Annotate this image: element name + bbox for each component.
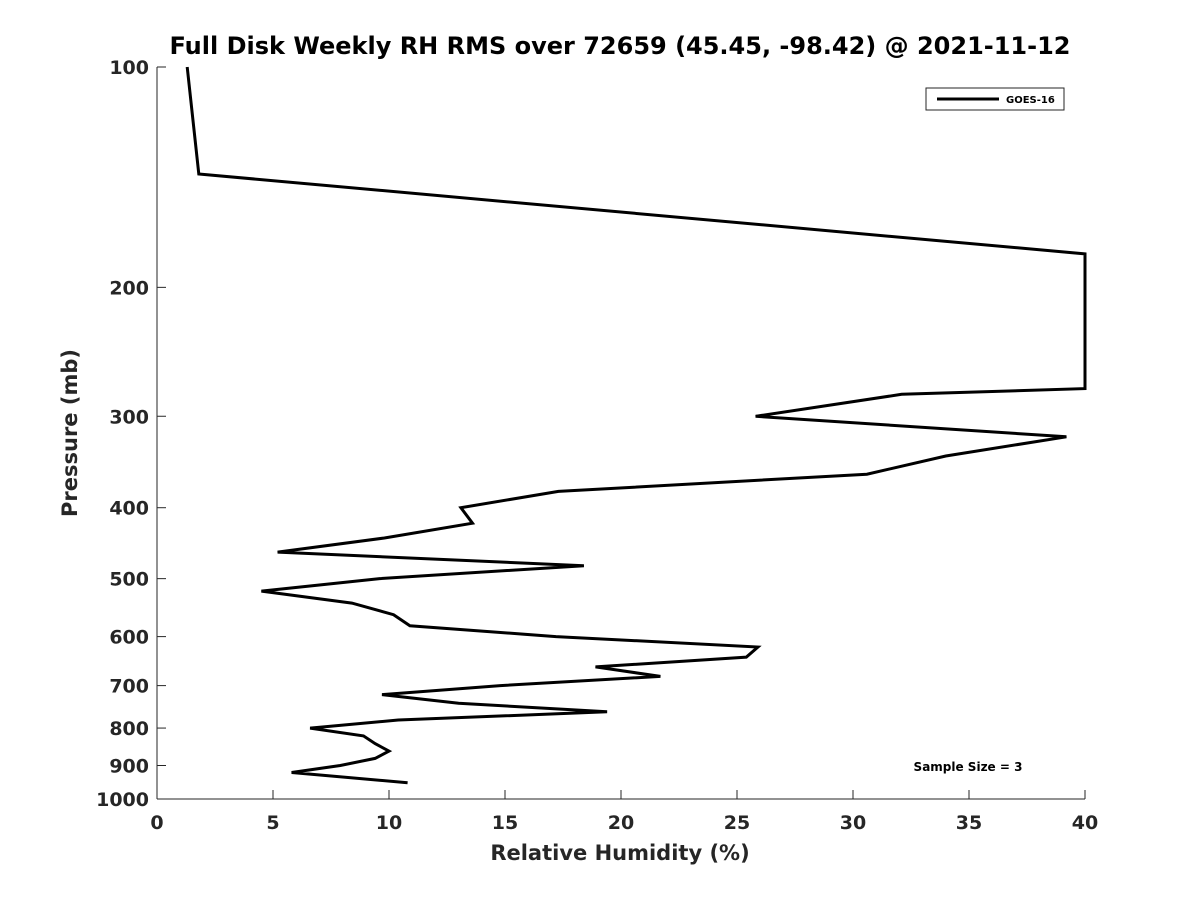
legend-label-goes-16: GOES-16 [1006, 95, 1055, 106]
y-tick-label: 600 [109, 627, 149, 649]
y-tick-label: 900 [109, 756, 149, 778]
legend: GOES-16 [925, 87, 1065, 111]
y-tick-label: 100 [109, 57, 149, 79]
x-tick-label: 30 [840, 812, 866, 834]
x-tick-label: 10 [376, 812, 402, 834]
y-tick-label: 400 [109, 498, 149, 520]
x-tick-label: 0 [150, 812, 163, 834]
y-tick-label: 500 [109, 569, 149, 591]
x-tick-label: 40 [1072, 812, 1098, 834]
x-tick-label: 20 [608, 812, 634, 834]
y-tick-label: 700 [109, 676, 149, 698]
y-tick-label: 1000 [96, 789, 149, 811]
y-tick-label: 300 [109, 406, 149, 428]
y-axis-title: Pressure (mb) [58, 349, 82, 517]
x-tick-label: 25 [724, 812, 750, 834]
x-tick-label: 35 [956, 812, 982, 834]
y-axis-ticks: 100 200 300 400 500 600 700 800 900 1000 [96, 57, 166, 811]
x-tick-label: 15 [492, 812, 518, 834]
x-axis-ticks: 0 5 10 15 20 25 30 35 40 [150, 790, 1098, 834]
x-tick-label: 5 [266, 812, 279, 834]
series-line-goes-16 [185, 66, 1087, 785]
y-tick-label: 800 [109, 718, 149, 740]
series-group [185, 66, 1087, 785]
chart-title: Full Disk Weekly RH RMS over 72659 (45.4… [169, 32, 1070, 60]
sample-size-annotation: Sample Size = 3 [914, 760, 1023, 774]
y-tick-label: 200 [109, 277, 149, 299]
x-axis-title: Relative Humidity (%) [490, 841, 749, 865]
